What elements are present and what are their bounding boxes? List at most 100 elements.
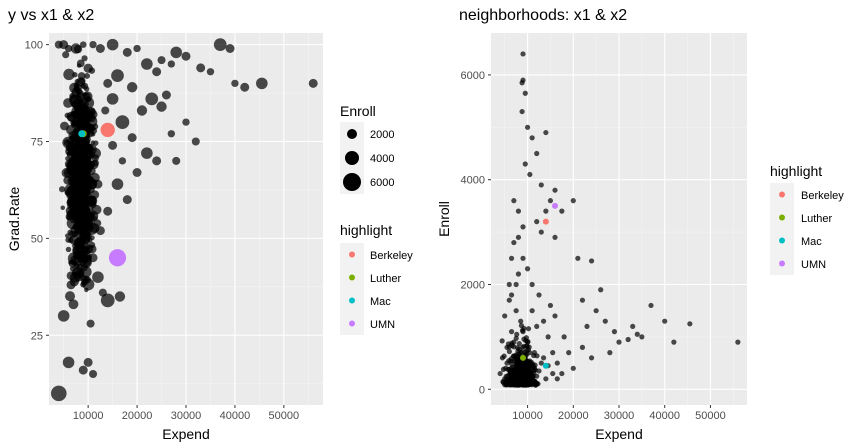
right-data-point: [561, 334, 567, 340]
left-data-point: [78, 146, 88, 156]
right-data-point: [543, 376, 549, 382]
left-data-point: [68, 299, 79, 310]
right-data-point: [570, 198, 576, 204]
right-data-point: [570, 365, 576, 371]
right-data-point: [513, 308, 519, 314]
left-data-point: [103, 78, 113, 88]
right-data-point: [625, 336, 631, 343]
left-x-tick-label: 20000: [122, 410, 153, 422]
right-data-point: [538, 182, 544, 188]
right-legend-dot-mac: [779, 237, 785, 244]
left-data-point: [231, 79, 239, 88]
right-data-point: [506, 348, 512, 355]
left-highlight-point-berkeley: [100, 122, 115, 138]
left-data-point: [88, 67, 96, 74]
right-data-point: [519, 80, 525, 86]
right-data-point: [534, 150, 540, 157]
left-data-point: [80, 233, 91, 244]
right-data-point: [534, 381, 540, 387]
right-legend-dot-berkeley: [779, 191, 785, 198]
left-data-point: [111, 178, 124, 190]
left-legend-dot-luther: [349, 274, 355, 281]
left-highlight-point-umn: [108, 249, 127, 267]
right-data-point: [538, 360, 544, 366]
left-data-point: [115, 115, 130, 129]
left-data-point: [145, 92, 159, 106]
left-data-point: [73, 272, 83, 282]
right-data-point: [616, 339, 622, 345]
right-data-point: [607, 350, 613, 356]
left-data-point: [152, 67, 162, 77]
right-data-point: [540, 318, 547, 324]
left-data-point: [89, 40, 97, 49]
right-legend-dot-luther: [779, 214, 785, 221]
right-data-point: [545, 334, 551, 340]
right-data-point: [514, 331, 520, 337]
left-data-point: [82, 247, 89, 254]
right-highlight-point-mac: [542, 362, 549, 369]
right-data-point: [602, 318, 608, 324]
left-chart: y vs x1 & x2 10000 20000 30000 40000 50000 25…: [6, 7, 413, 442]
right-data-point: [536, 368, 542, 374]
right-data-point: [543, 208, 549, 214]
left-legend-dot-umn: [349, 320, 355, 327]
right-data-point: [508, 365, 515, 371]
right-data-point: [529, 135, 535, 141]
left-data-point: [70, 218, 75, 224]
enroll-legend-dot-1: [347, 129, 357, 139]
left-data-point: [73, 207, 81, 215]
left-data-point: [65, 246, 72, 253]
left-data-point: [72, 222, 81, 231]
right-points: [497, 51, 741, 388]
right-data-point: [520, 224, 526, 230]
right-data-point: [518, 372, 525, 378]
left-data-point: [133, 44, 141, 53]
right-data-point: [508, 292, 515, 298]
left-data-point: [82, 191, 89, 198]
left-data-point: [66, 280, 76, 290]
left-data-point: [122, 47, 132, 57]
right-data-point: [511, 198, 517, 204]
left-data-point: [141, 58, 153, 70]
left-data-point: [132, 168, 142, 177]
left-data-point: [62, 51, 70, 59]
right-data-point: [525, 326, 532, 332]
right-legend-label-berkeley: Berkeley: [801, 190, 844, 202]
left-data-point: [84, 86, 90, 92]
right-data-point: [584, 323, 590, 330]
left-data-point: [78, 194, 84, 199]
right-chart: neighborhoods: x1 & x2 10000 20000 30000 40…: [436, 7, 844, 442]
right-x-tick-label: 30000: [604, 410, 635, 422]
left-data-point: [95, 226, 105, 236]
right-data-point: [518, 350, 524, 356]
left-data-point: [182, 118, 190, 126]
right-data-point: [540, 355, 547, 361]
left-data-point: [92, 271, 104, 283]
right-data-point: [566, 350, 572, 356]
right-data-point: [516, 340, 522, 347]
right-y-tick-label: 0: [479, 384, 485, 396]
right-data-point: [598, 287, 604, 293]
right-data-point: [531, 365, 538, 371]
left-data-point: [81, 55, 88, 62]
right-data-point: [536, 292, 542, 298]
left-data-point: [68, 94, 78, 104]
left-data-point: [167, 130, 175, 138]
left-data-point: [68, 260, 73, 265]
enroll-legend-label-3: 6000: [370, 177, 394, 189]
right-data-point: [515, 208, 522, 214]
right-data-point: [527, 360, 533, 366]
left-data-point: [62, 356, 75, 369]
right-data-point: [520, 329, 526, 335]
left-data-point: [127, 133, 137, 143]
right-data-point: [593, 308, 599, 314]
right-data-point: [671, 339, 677, 345]
right-data-point: [504, 360, 510, 366]
right-data-point: [515, 271, 522, 277]
right-data-point: [648, 302, 654, 309]
right-data-point: [611, 329, 618, 335]
right-data-point: [508, 255, 515, 261]
right-data-point: [575, 255, 581, 261]
right-data-point: [543, 129, 549, 136]
left-highlight-legend: highlight Berkeley Luther Mac UMN: [340, 222, 413, 335]
